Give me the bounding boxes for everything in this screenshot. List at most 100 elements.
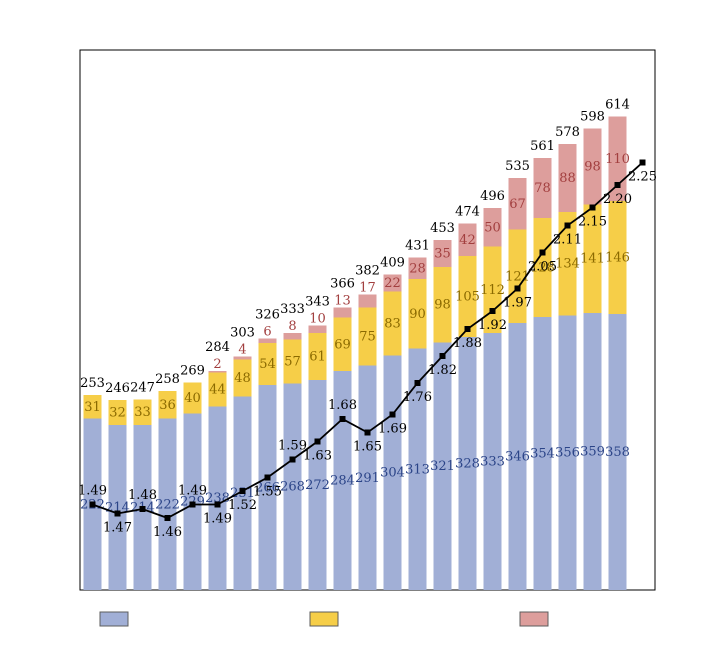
- bar-total-label: 253: [80, 376, 105, 391]
- trend-value-label: 1.63: [303, 449, 332, 464]
- trend-marker: [415, 380, 421, 386]
- stacked-bar-line-chart: 2223125321432246214332472223625822940269…: [0, 0, 715, 670]
- trend-marker: [515, 286, 521, 292]
- trend-value-label: 1.65: [353, 440, 382, 455]
- bar-label-a: 354: [530, 446, 555, 461]
- bar-label-b: 57: [284, 354, 301, 369]
- trend-marker: [615, 182, 621, 188]
- bar-label-a: 359: [580, 445, 605, 460]
- trend-value-label: 1.88: [453, 336, 482, 351]
- bar-label-a: 328: [455, 456, 480, 471]
- bar-label-c: 6: [263, 325, 271, 340]
- trend-marker: [365, 430, 371, 436]
- bar-label-b: 112: [480, 283, 505, 298]
- bar-total-label: 474: [455, 205, 480, 220]
- trend-value-label: 1.47: [103, 521, 132, 536]
- trend-value-label: 2.11: [553, 233, 582, 248]
- bar-label-b: 90: [409, 307, 426, 322]
- trend-value-label: 1.68: [328, 398, 357, 413]
- bar-total-label: 382: [355, 264, 380, 279]
- bar-label-b: 141: [580, 252, 605, 267]
- bar-total-label: 431: [405, 239, 430, 254]
- bar-label-c: 13: [334, 294, 351, 309]
- bar-total-label: 578: [555, 125, 580, 140]
- trend-marker: [215, 502, 221, 508]
- bar-total-label: 561: [530, 139, 555, 154]
- bar-label-a: 284: [330, 473, 355, 488]
- bar-total-label: 333: [280, 302, 305, 317]
- bar-label-a: 272: [305, 478, 330, 493]
- bar-label-b: 83: [384, 316, 401, 331]
- bar-total-label: 614: [605, 97, 630, 112]
- bar-label-a: 358: [605, 445, 630, 460]
- trend-marker: [540, 250, 546, 256]
- trend-marker: [565, 223, 571, 229]
- bar-seg-c: [359, 295, 377, 308]
- bar-label-c: 78: [534, 181, 551, 196]
- bar-label-a: 268: [280, 480, 305, 495]
- trend-marker: [290, 457, 296, 463]
- trend-value-label: 1.92: [478, 318, 507, 333]
- bar-label-c: 67: [509, 197, 526, 212]
- trend-marker: [440, 353, 446, 359]
- bar-label-b: 69: [334, 337, 351, 352]
- bar-total-label: 247: [130, 380, 155, 395]
- bar-total-label: 366: [330, 277, 355, 292]
- trend-marker: [590, 205, 596, 211]
- trend-value-label: 1.49: [78, 484, 107, 499]
- bar-total-label: 409: [380, 255, 405, 270]
- bar-label-c: 10: [309, 311, 326, 326]
- bar-label-c: 28: [409, 261, 426, 276]
- bar-label-a: 346: [505, 450, 530, 465]
- bar-label-a: 291: [355, 471, 380, 486]
- bar-label-c: 50: [484, 220, 501, 235]
- bar-label-a: 321: [430, 459, 455, 474]
- trend-value-label: 1.52: [228, 498, 257, 513]
- bar-total-label: 496: [480, 189, 505, 204]
- trend-marker: [190, 502, 196, 508]
- trend-value-label: 2.15: [578, 215, 607, 230]
- trend-value-label: 2.25: [628, 170, 657, 185]
- trend-value-label: 1.82: [428, 363, 457, 378]
- trend-marker: [640, 160, 646, 166]
- bar-total-label: 258: [155, 372, 180, 387]
- bar-label-b: 40: [184, 391, 201, 406]
- bar-label-c: 8: [288, 319, 296, 334]
- legend-swatch: [100, 612, 128, 626]
- trend-value-label: 1.49: [178, 484, 207, 499]
- bar-label-b: 105: [455, 289, 480, 304]
- bar-label-b: 146: [605, 251, 630, 266]
- bar-label-c: 42: [459, 233, 476, 248]
- bar-label-b: 98: [434, 298, 451, 313]
- bar-label-b: 32: [109, 406, 126, 421]
- bar-label-a: 356: [555, 446, 580, 461]
- trend-marker: [90, 502, 96, 508]
- bar-label-b: 134: [555, 257, 580, 272]
- bar-label-a: 333: [480, 455, 505, 470]
- trend-marker: [315, 439, 321, 445]
- legend-swatch: [310, 612, 338, 626]
- bar-total-label: 598: [580, 110, 605, 125]
- bar-seg-c: [334, 308, 352, 318]
- trend-value-label: 1.48: [128, 488, 157, 503]
- trend-value-label: 1.76: [403, 390, 432, 405]
- bar-total-label: 284: [205, 340, 230, 355]
- trend-marker: [490, 308, 496, 314]
- trend-marker: [265, 475, 271, 481]
- bar-label-c: 98: [584, 159, 601, 174]
- trend-value-label: 1.97: [503, 296, 532, 311]
- bar-label-b: 33: [134, 405, 151, 420]
- trend-value-label: 1.69: [378, 422, 407, 437]
- bar-label-c: 88: [559, 171, 576, 186]
- bar-total-label: 453: [430, 221, 455, 236]
- trend-marker: [165, 515, 171, 521]
- bar-label-c: 22: [384, 276, 401, 291]
- bar-total-label: 269: [180, 363, 205, 378]
- trend-marker: [140, 506, 146, 512]
- bar-label-b: 36: [159, 398, 176, 413]
- trend-marker: [240, 488, 246, 494]
- bar-total-label: 326: [255, 308, 280, 323]
- trend-value-label: 1.46: [153, 525, 182, 540]
- legend-swatch: [520, 612, 548, 626]
- trend-marker: [465, 326, 471, 332]
